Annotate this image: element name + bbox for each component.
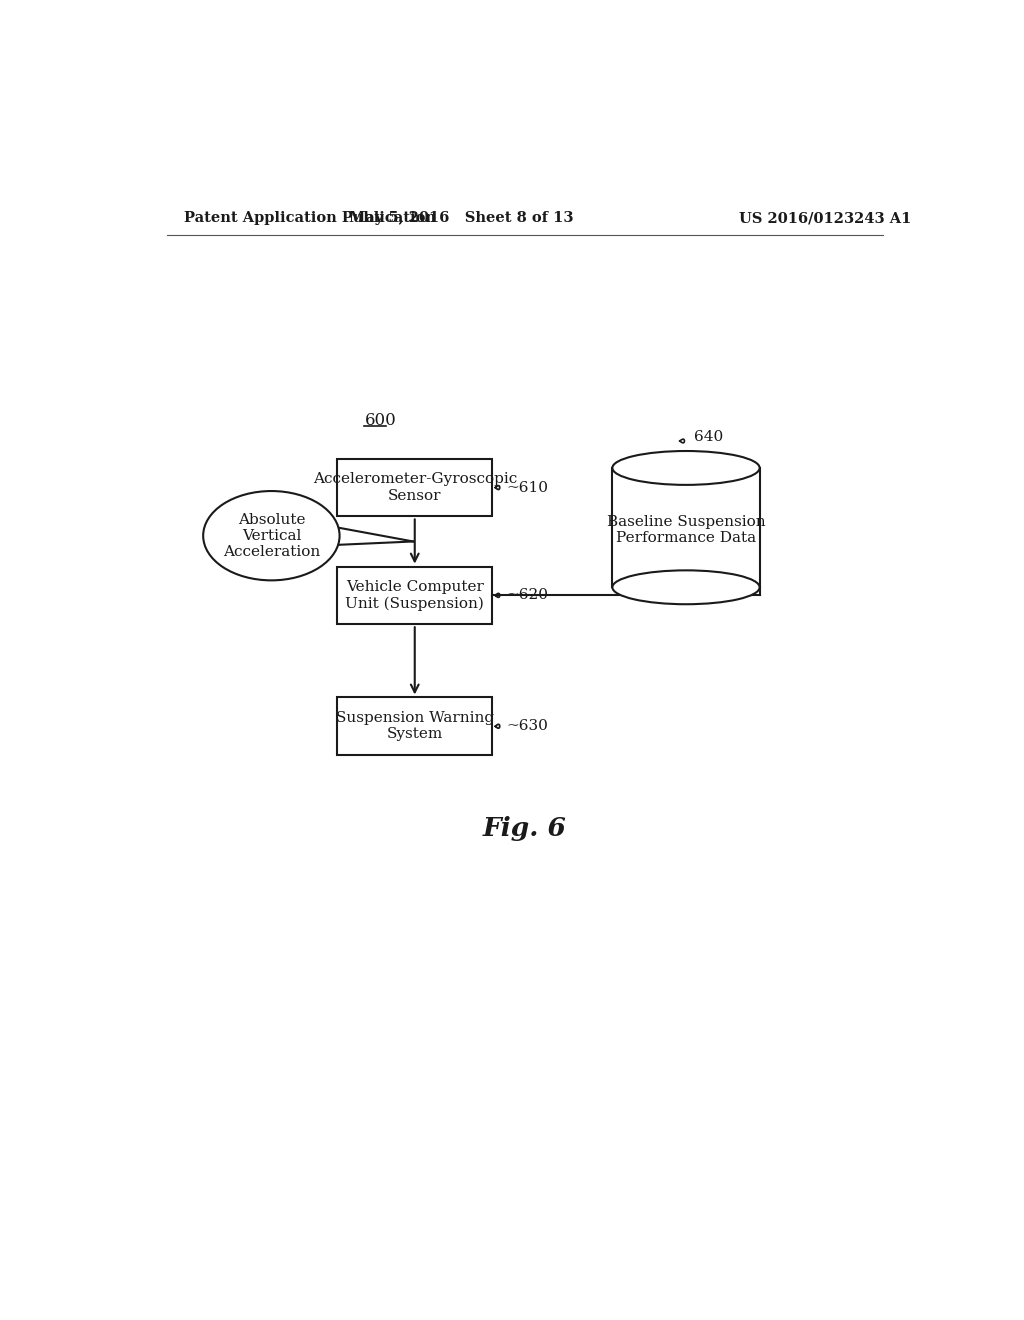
Text: May 5, 2016   Sheet 8 of 13: May 5, 2016 Sheet 8 of 13 xyxy=(349,211,573,226)
Bar xyxy=(337,566,493,624)
Text: Baseline Suspension
Performance Data: Baseline Suspension Performance Data xyxy=(606,515,765,545)
Text: ~630: ~630 xyxy=(506,719,548,734)
Ellipse shape xyxy=(612,451,760,484)
Text: Patent Application Publication: Patent Application Publication xyxy=(183,211,436,226)
Text: Vehicle Computer
Unit (Suspension): Vehicle Computer Unit (Suspension) xyxy=(345,579,484,611)
Text: Accelerometer-Gyroscopic
Sensor: Accelerometer-Gyroscopic Sensor xyxy=(312,473,517,503)
Bar xyxy=(337,459,493,516)
Text: Fig. 6: Fig. 6 xyxy=(483,816,566,841)
Text: 640: 640 xyxy=(693,430,723,444)
Text: 600: 600 xyxy=(365,412,396,429)
Bar xyxy=(612,469,760,587)
Text: Absolute
Vertical
Acceleration: Absolute Vertical Acceleration xyxy=(223,512,319,558)
Ellipse shape xyxy=(612,570,760,605)
Ellipse shape xyxy=(203,491,340,581)
Text: ~610: ~610 xyxy=(506,480,548,495)
Text: US 2016/0123243 A1: US 2016/0123243 A1 xyxy=(739,211,911,226)
Text: ~620: ~620 xyxy=(506,589,548,602)
Bar xyxy=(337,697,493,755)
Text: Suspension Warning
System: Suspension Warning System xyxy=(336,711,494,742)
